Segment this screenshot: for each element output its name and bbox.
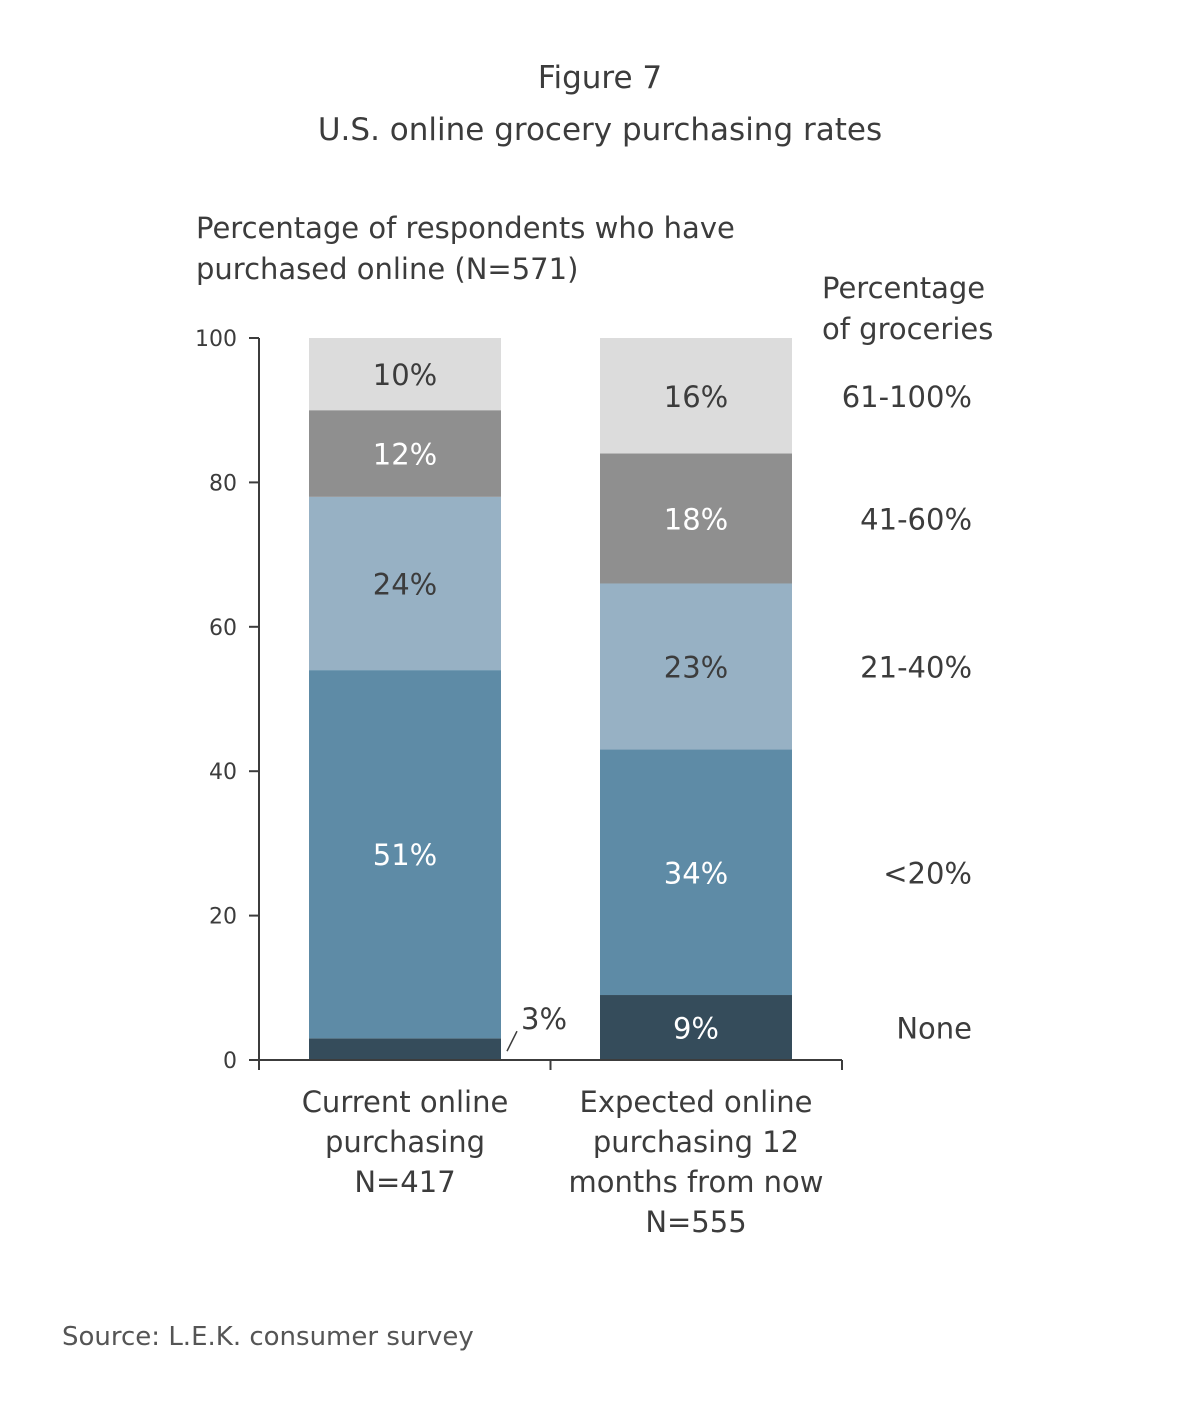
- bar-segment-0-3: [309, 410, 501, 497]
- bar-segment-1-1: [600, 749, 792, 996]
- legend-title: Percentage of groceries: [822, 271, 994, 346]
- category-label-1-0: Expected online: [580, 1085, 813, 1119]
- data-label-1-1: 34%: [664, 856, 728, 890]
- data-label-1-3: 18%: [664, 503, 728, 537]
- y-tick-label-0: 0: [223, 1049, 237, 1074]
- y-tick-label-40: 40: [209, 760, 237, 785]
- data-label-0-4: 10%: [373, 358, 437, 392]
- bar-segment-0-1: [309, 670, 501, 1039]
- y-axis-label: Percentage of respondents who have purch…: [196, 211, 735, 286]
- data-label-1-4: 16%: [664, 380, 728, 414]
- bar-segment-1-2: [600, 583, 792, 750]
- bar-segment-0-4: [309, 338, 501, 411]
- chart-title: U.S. online grocery purchasing rates: [317, 112, 883, 148]
- legend-label-1: <20%: [883, 856, 972, 890]
- data-label-0-3: 12%: [373, 438, 437, 472]
- y-tick-label-20: 20: [209, 905, 237, 930]
- category-label-1-1: purchasing 12: [593, 1125, 799, 1159]
- y-tick-label-80: 80: [209, 471, 237, 496]
- legend-label-0: None: [896, 1012, 972, 1046]
- stacked-bar-chart: 3% 51% 24% 12% 10% 9% 34% 23% 18% 16% 0 20 40 60 80 100…: [195, 327, 972, 1239]
- figure-number: Figure 7: [537, 60, 663, 96]
- legend-label-3: 41-60%: [860, 503, 972, 537]
- category-label-1-2: months from now: [569, 1165, 824, 1199]
- bar-segment-1-4: [600, 338, 792, 454]
- data-label-0-1: 51%: [373, 838, 437, 872]
- category-label-0-1: purchasing: [325, 1125, 485, 1159]
- data-label-0-2: 24%: [373, 567, 437, 601]
- callout-line-0-0: [506, 1030, 518, 1052]
- source-note: Source: L.E.K. consumer survey: [62, 1322, 474, 1352]
- category-label-0-0: Current online: [302, 1085, 509, 1119]
- category-label-0-2: N=417: [354, 1165, 455, 1199]
- legend-label-2: 21-40%: [860, 651, 972, 685]
- bar-segment-1-0: [600, 995, 792, 1060]
- y-tick-label-100: 100: [195, 327, 237, 352]
- data-label-1-0: 9%: [673, 1012, 719, 1046]
- data-label-0-0: 3%: [521, 1002, 567, 1036]
- bar-segment-0-0: [309, 1038, 501, 1060]
- bar-segment-1-3: [600, 453, 792, 584]
- bar-segment-0-2: [309, 496, 501, 671]
- category-label-1-3: N=555: [645, 1205, 746, 1239]
- data-label-1-2: 23%: [664, 651, 728, 685]
- legend-label-4: 61-100%: [842, 380, 972, 414]
- y-tick-label-60: 60: [209, 616, 237, 641]
